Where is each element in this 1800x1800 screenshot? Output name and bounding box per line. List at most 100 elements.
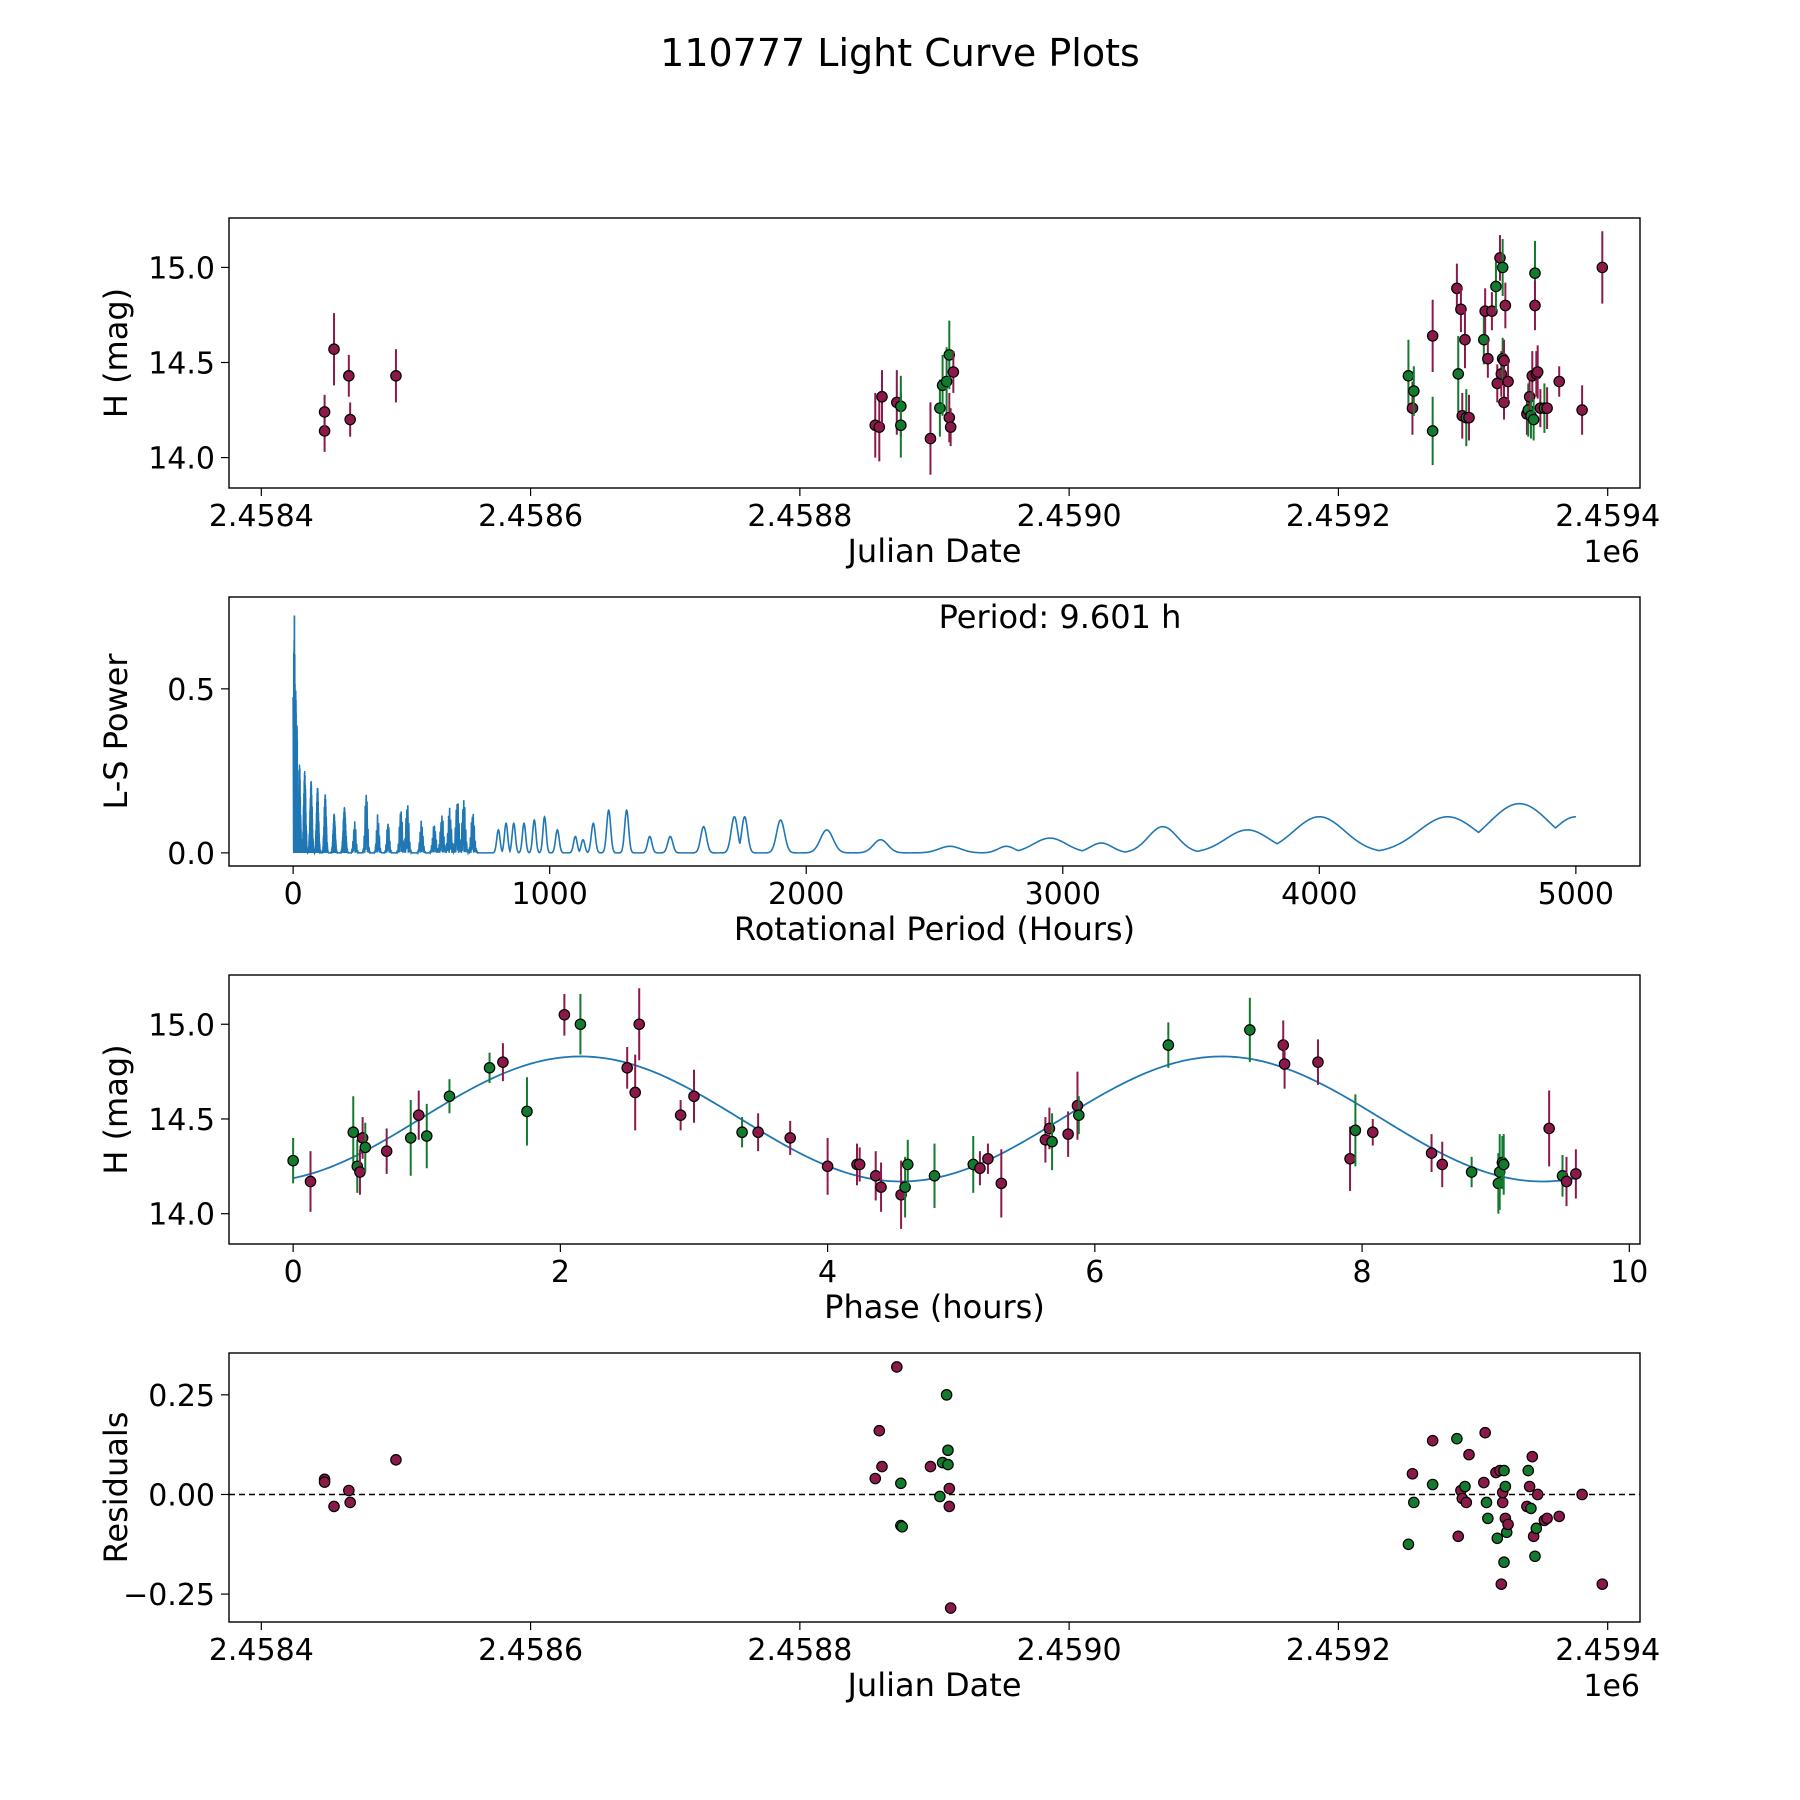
data-point: [896, 1520, 908, 1533]
data-point: [633, 1018, 646, 1031]
x-axis-label: Julian Date: [845, 532, 1021, 570]
x-tick-label: 4: [818, 1255, 837, 1290]
data-point: [736, 1126, 748, 1139]
y-tick-label: 14.0: [148, 442, 215, 477]
axes-frame: [228, 596, 1641, 867]
data-point: [1426, 330, 1439, 342]
data-point: [1436, 1158, 1449, 1171]
plot-area-lightcurve: [318, 231, 1609, 475]
x-tick-label: 3000: [1025, 877, 1101, 912]
data-point: [1498, 1464, 1510, 1477]
data-point: [1349, 1124, 1362, 1137]
plot-area-residuals: [229, 1361, 1640, 1614]
data-point: [943, 1482, 956, 1495]
data-point: [1543, 1122, 1555, 1135]
data-point: [688, 1090, 700, 1103]
data-point: [1480, 1496, 1493, 1509]
data-point: [1408, 385, 1420, 397]
x-tick-label: 2000: [768, 877, 844, 912]
data-point: [390, 370, 402, 382]
x-tick-label: 2.4590: [1017, 499, 1122, 534]
data-point: [558, 1008, 571, 1021]
data-point: [1490, 280, 1502, 293]
panel-residuals: 2.4584 2.4586 2.4588 2.4590 2.4592 2.4594 −0.2…: [97, 1352, 1660, 1704]
data-point: [1596, 1578, 1609, 1590]
y-axis-label: L-S Power: [97, 653, 135, 810]
data-point: [1479, 1426, 1491, 1439]
data-point: [1426, 1434, 1439, 1447]
axes-frame: [228, 974, 1641, 1245]
data-point: [1463, 411, 1475, 424]
periodogram-line: [292, 639, 1576, 856]
panel-lightcurve: 2.4584 2.4586 2.4588 2.4590 2.4592 2.4594 14.0…: [97, 217, 1660, 570]
data-point: [1502, 375, 1514, 388]
y-axis-label: H (mag): [97, 1044, 135, 1174]
data-point: [875, 1181, 887, 1193]
data-point: [1531, 366, 1544, 378]
data-point: [924, 432, 937, 445]
data-point: [1498, 396, 1510, 409]
y-tick-label: 14.0: [148, 1198, 215, 1233]
data-point: [942, 1458, 954, 1471]
data-point: [1452, 368, 1465, 380]
data-point: [1459, 333, 1471, 346]
data-point: [1527, 413, 1540, 426]
x-tick-label: 2.4586: [478, 1633, 583, 1668]
data-point: [1499, 1480, 1512, 1493]
data-point: [940, 1389, 953, 1401]
data-point: [1071, 1099, 1084, 1112]
data-point: [1495, 1578, 1508, 1590]
x-tick-label: 2.4590: [1017, 1633, 1122, 1668]
data-point: [1529, 299, 1541, 312]
data-point: [1596, 261, 1609, 274]
data-point: [1425, 1147, 1438, 1159]
data-point: [873, 1424, 886, 1437]
data-point: [420, 1130, 433, 1142]
data-point: [380, 1145, 393, 1157]
data-point: [344, 413, 356, 426]
x-tick-label: 4000: [1281, 877, 1357, 912]
data-point: [1073, 1109, 1085, 1121]
x-tick-label: 2.4584: [209, 499, 314, 534]
data-point: [1162, 1039, 1175, 1051]
x-offset-label: 1e6: [1583, 535, 1640, 570]
x-tick-label: 10: [1610, 1255, 1648, 1290]
x-axis-label: Phase (hours): [824, 1288, 1045, 1326]
axes-frame: [228, 217, 1641, 489]
data-point: [328, 343, 340, 355]
data-point: [1344, 1152, 1356, 1165]
data-point: [1530, 1522, 1543, 1535]
data-point: [1408, 1496, 1420, 1509]
y-tick-label: 15.0: [148, 1008, 215, 1043]
data-point: [404, 1132, 417, 1144]
panel-periodogram: 0 1000 2000 3000 4000 5000 0.0 0.5 Rotational Pe…: [97, 596, 1641, 948]
data-point: [1406, 402, 1419, 414]
data-point: [1452, 1530, 1465, 1543]
x-tick-label: 2.4586: [478, 499, 583, 534]
data-point: [934, 1490, 946, 1503]
x-tick-label: 2.4594: [1555, 499, 1660, 534]
data-point: [895, 419, 907, 432]
data-point: [943, 349, 956, 361]
x-tick-label: 0: [284, 1255, 303, 1290]
period-annotation: Period: 9.601 h: [939, 598, 1182, 636]
data-point: [1277, 1039, 1290, 1051]
data-point: [287, 1154, 299, 1167]
x-tick-label: 2.4588: [747, 499, 852, 534]
data-point: [891, 1361, 903, 1373]
x-tick-label: 2.4592: [1286, 1633, 1391, 1668]
data-point: [1576, 404, 1588, 416]
data-point: [1478, 333, 1490, 346]
x-axis-label: Rotational Period (Hours): [734, 910, 1135, 948]
data-point: [318, 406, 331, 418]
data-point: [982, 1152, 994, 1165]
data-point: [521, 1105, 533, 1118]
panels: 2.4584 2.4586 2.4588 2.4590 2.4592 2.4594 14.0…: [97, 217, 1660, 1704]
data-point: [853, 1158, 866, 1171]
x-offset-label: 1e6: [1583, 1669, 1640, 1704]
x-tick-label: 8: [1353, 1255, 1372, 1290]
y-tick-label: 15.0: [148, 251, 215, 286]
data-point: [873, 421, 886, 433]
data-point: [1455, 303, 1467, 316]
